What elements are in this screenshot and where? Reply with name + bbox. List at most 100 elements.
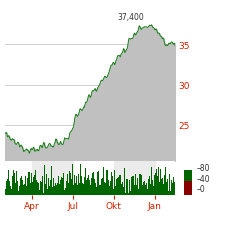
- Bar: [75, 184, 76, 195]
- Bar: [154, 180, 155, 195]
- Bar: [50, 191, 51, 195]
- Bar: [141, 190, 143, 195]
- Bar: [169, 174, 170, 195]
- Bar: [86, 188, 87, 195]
- Bar: [159, 182, 160, 195]
- Bar: [21, 176, 22, 195]
- Text: 37,400: 37,400: [118, 13, 145, 22]
- Bar: [37, 183, 39, 195]
- Bar: [91, 179, 92, 195]
- Bar: [36, 180, 37, 195]
- Bar: [82, 191, 83, 195]
- Bar: [160, 180, 161, 195]
- Bar: [32, 161, 73, 195]
- Bar: [138, 189, 139, 195]
- Bar: [69, 190, 70, 195]
- Bar: [35, 170, 36, 195]
- Bar: [126, 179, 127, 195]
- Bar: [136, 185, 137, 195]
- Bar: [102, 178, 103, 195]
- Bar: [163, 184, 164, 195]
- Bar: [60, 180, 61, 195]
- Bar: [8, 170, 9, 195]
- Bar: [82, 183, 83, 195]
- Bar: [151, 168, 152, 195]
- Bar: [133, 176, 134, 195]
- Bar: [25, 179, 26, 195]
- Bar: [44, 177, 45, 195]
- Bar: [22, 180, 23, 195]
- Bar: [109, 186, 110, 195]
- Bar: [44, 166, 45, 195]
- Bar: [23, 193, 24, 195]
- Bar: [158, 168, 159, 195]
- Bar: [166, 182, 167, 195]
- Bar: [65, 188, 66, 195]
- Bar: [108, 180, 109, 195]
- Bar: [46, 174, 47, 195]
- Bar: [85, 168, 86, 195]
- Bar: [120, 186, 121, 195]
- Bar: [37, 182, 38, 195]
- Bar: [76, 176, 77, 195]
- Bar: [114, 183, 115, 195]
- Bar: [42, 184, 43, 195]
- Bar: [33, 177, 34, 195]
- Bar: [162, 186, 163, 195]
- Bar: [88, 190, 89, 195]
- Bar: [125, 194, 126, 195]
- Bar: [31, 186, 32, 195]
- Bar: [124, 179, 125, 195]
- Bar: [78, 176, 79, 195]
- Bar: [171, 183, 172, 195]
- Bar: [56, 185, 57, 195]
- Bar: [148, 183, 149, 195]
- Bar: [41, 183, 42, 195]
- Bar: [86, 180, 87, 195]
- Bar: [110, 183, 111, 195]
- Bar: [48, 188, 49, 195]
- Bar: [80, 165, 81, 195]
- Bar: [71, 180, 72, 195]
- Bar: [105, 183, 107, 195]
- Bar: [149, 176, 150, 195]
- Bar: [101, 183, 102, 195]
- Bar: [83, 184, 84, 195]
- Bar: [43, 194, 44, 195]
- Bar: [18, 191, 19, 195]
- Bar: [59, 185, 60, 195]
- Bar: [67, 182, 68, 195]
- Bar: [115, 186, 116, 195]
- Bar: [167, 182, 168, 195]
- Bar: [172, 183, 173, 195]
- Bar: [76, 176, 77, 195]
- Text: –0: –0: [197, 185, 205, 194]
- Bar: [31, 173, 32, 195]
- Bar: [157, 176, 158, 195]
- Bar: [146, 191, 147, 195]
- Bar: [144, 182, 145, 195]
- Bar: [148, 179, 149, 195]
- Bar: [92, 173, 93, 195]
- Bar: [175, 182, 176, 195]
- Bar: [97, 186, 98, 195]
- Bar: [54, 185, 55, 195]
- Bar: [40, 182, 41, 195]
- Bar: [122, 182, 123, 195]
- Bar: [184, 170, 192, 195]
- Bar: [170, 191, 171, 195]
- Bar: [127, 179, 128, 195]
- Bar: [89, 175, 90, 195]
- Bar: [116, 180, 117, 195]
- Bar: [53, 179, 54, 195]
- Bar: [5, 189, 6, 195]
- Bar: [129, 186, 130, 195]
- Bar: [168, 191, 169, 195]
- Bar: [58, 176, 59, 195]
- Bar: [156, 179, 157, 195]
- Bar: [93, 180, 94, 195]
- Bar: [161, 180, 162, 195]
- Bar: [81, 176, 82, 195]
- Bar: [32, 183, 33, 195]
- Bar: [164, 175, 165, 195]
